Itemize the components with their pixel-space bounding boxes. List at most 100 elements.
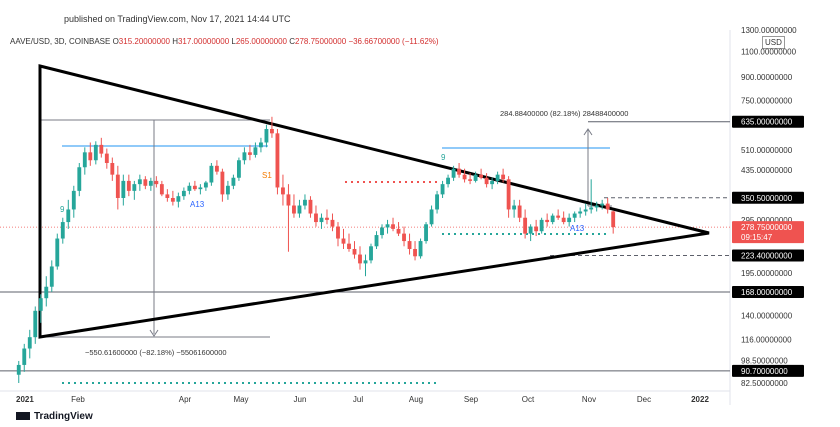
candle-body: [374, 235, 379, 247]
open-value: 315.20000000: [118, 37, 170, 46]
candle-body: [561, 217, 566, 223]
time-tick: Feb: [71, 395, 85, 404]
price-tick: 116.00000000: [741, 335, 792, 344]
candle-body: [297, 205, 302, 214]
candle-body: [523, 217, 528, 234]
candle-body: [22, 348, 27, 365]
price-level-box: [732, 115, 804, 128]
price-tick: 1300.00000000: [741, 26, 797, 35]
candle-body: [369, 246, 373, 261]
time-tick: Jul: [353, 395, 363, 404]
candle-body: [82, 152, 87, 168]
candle-body: [578, 211, 583, 214]
candle-body: [457, 168, 462, 175]
symbol-legend: AAVE/USD, 3D, COINBASE O315.20000000 H31…: [10, 37, 439, 46]
candle-body: [66, 209, 71, 223]
price-tick: 1100.00000000: [741, 47, 797, 56]
candle-body: [385, 224, 390, 228]
candle-body: [49, 266, 54, 287]
candle-body: [115, 174, 120, 198]
candle-body: [451, 168, 456, 178]
price-tick: 140.00000000: [741, 311, 793, 320]
time-tick: Dec: [637, 395, 651, 404]
candle-body: [473, 174, 478, 181]
candle-body: [110, 163, 115, 175]
candle-body: [93, 144, 98, 161]
candle-body: [231, 177, 236, 186]
tradingview-icon: [16, 412, 30, 421]
time-tick: Oct: [522, 395, 535, 404]
candle-body: [341, 238, 346, 244]
candle-body: [435, 194, 439, 210]
measure-arrow-down: [149, 329, 159, 337]
candle-body: [55, 238, 60, 267]
td-label: A13: [570, 224, 585, 233]
candle-body: [314, 213, 318, 223]
candle-body: [528, 226, 533, 234]
candle-body: [253, 147, 258, 155]
candle-body: [44, 286, 49, 299]
price-level-box: [732, 285, 804, 298]
td-label: S1: [262, 171, 272, 180]
high-label: H: [172, 37, 178, 46]
currency-selector[interactable]: USD: [762, 36, 785, 49]
candle-body: [77, 167, 82, 191]
candle-body: [214, 165, 219, 172]
candle-body: [319, 217, 324, 223]
price-tick: 223.40000000: [741, 251, 793, 260]
time-tick: Nov: [582, 395, 596, 404]
candle-body: [275, 133, 280, 188]
candle-body: [181, 190, 186, 197]
candle-body: [143, 179, 148, 186]
candle-body: [413, 248, 417, 257]
price-tick: 98.50000000: [741, 356, 788, 365]
candle-body: [247, 152, 252, 155]
high-value: 317.00000000: [177, 37, 230, 46]
candle-body: [352, 248, 357, 255]
candle-body: [495, 174, 500, 181]
low-value: 265.00000000: [235, 37, 288, 46]
time-axis: 2021 Feb Apr May Jun Jul Aug Sep Oct Nov Dec 2022: [16, 395, 709, 404]
candle-body: [170, 197, 175, 202]
symbol-label: AAVE/USD, 3D, COINBASE: [10, 37, 111, 46]
td-label: 9: [60, 205, 65, 214]
time-tick: 2021: [16, 395, 34, 404]
candle-body: [440, 184, 445, 195]
price-level-box: [732, 191, 804, 204]
candle-body: [501, 174, 506, 180]
candle-body: [556, 215, 561, 218]
current-price-badge: [732, 221, 804, 244]
published-info: published on TradingView.com, Nov 17, 20…: [64, 14, 291, 24]
candle-body: [16, 364, 21, 375]
candle-body: [159, 184, 164, 195]
candle-body: [418, 241, 423, 257]
candle-body: [567, 217, 572, 223]
candle-body: [27, 337, 32, 349]
candle-body: [209, 165, 214, 183]
open-label: O: [112, 37, 119, 46]
candle-body: [154, 180, 159, 185]
candle-body: [358, 254, 362, 264]
candle-body: [468, 179, 473, 181]
candle-body: [264, 128, 269, 143]
candle-body: [407, 241, 412, 249]
change-value: −36.66700000 (−11.62%): [348, 37, 439, 46]
candle-body: [506, 179, 511, 210]
candle-body: [396, 228, 401, 234]
candle-body: [148, 180, 153, 186]
candle-body: [104, 153, 109, 164]
candle-body: [594, 205, 599, 208]
price-tick: 90.70000000: [741, 367, 788, 376]
candle-body: [583, 209, 588, 212]
candle-body: [479, 174, 484, 178]
candle-body: [303, 199, 307, 206]
price-tick: 900.00000000: [741, 73, 793, 82]
candle-body: [462, 174, 467, 180]
candle-body: [347, 243, 351, 249]
price-axis: 1300.00000000 1100.00000000 900.00000000 75…: [732, 26, 804, 388]
candle-body: [88, 152, 93, 161]
candle-body: [270, 128, 274, 134]
low-label: L: [231, 37, 236, 46]
candle-body: [512, 205, 517, 210]
